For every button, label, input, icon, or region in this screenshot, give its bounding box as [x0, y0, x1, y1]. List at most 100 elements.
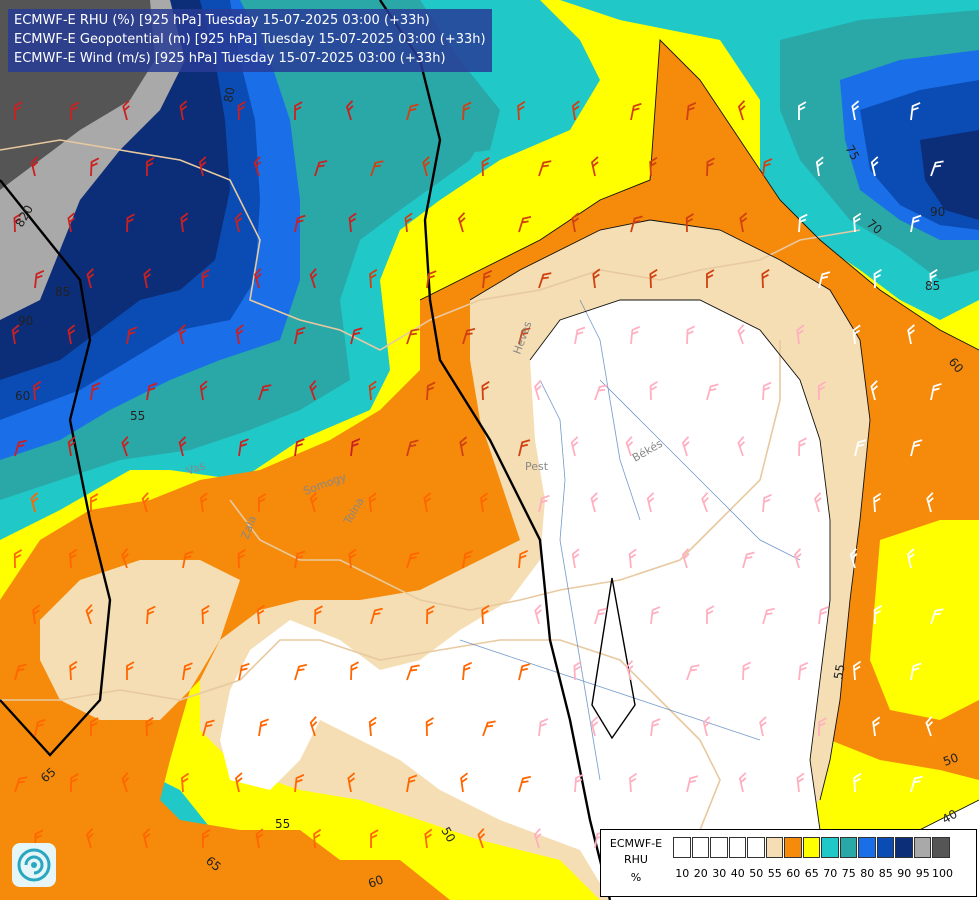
wind-barb — [762, 381, 772, 401]
wind-barb — [424, 828, 433, 849]
wind-barb — [481, 380, 490, 401]
legend-tick: 80 — [860, 867, 875, 880]
wind-barb — [121, 548, 129, 569]
contour-label: 75 — [842, 143, 862, 163]
wind-barb — [649, 268, 658, 289]
wind-barb — [907, 324, 915, 345]
contour-label: 85 — [925, 279, 940, 293]
wind-barb — [121, 436, 130, 457]
wind-barb — [348, 212, 357, 233]
wind-barb — [426, 381, 436, 401]
wind-barb — [571, 100, 580, 121]
wind-barb — [199, 492, 208, 513]
wind-barb — [67, 324, 76, 345]
wind-barb — [294, 550, 306, 569]
rhu-legend: ECMWF-E RHU % 10 20 30 40 50 55 60 65 70 75 80 85 90… — [600, 829, 977, 897]
wind-barb — [422, 156, 430, 177]
wind-barb — [538, 718, 549, 737]
wind-barb — [873, 605, 882, 625]
wind-barb — [13, 212, 22, 233]
legend-swatches — [673, 837, 951, 858]
wind-barb — [742, 551, 755, 569]
wind-barb — [594, 607, 607, 625]
wind-barb — [143, 268, 152, 289]
legend-tick: 20 — [693, 867, 708, 880]
wind-barb — [257, 493, 267, 513]
wind-barb — [702, 716, 711, 737]
wind-barb — [849, 548, 858, 569]
wind-barb — [14, 439, 27, 457]
wind-barb — [14, 776, 28, 793]
wind-barb — [818, 271, 831, 289]
wind-barb — [180, 772, 190, 793]
wind-barb — [853, 772, 862, 793]
wind-barb — [854, 439, 867, 457]
legend-swatch — [673, 837, 691, 858]
wind-barb — [629, 772, 638, 793]
wind-barb — [145, 157, 155, 177]
region-label: Vas — [185, 459, 208, 478]
contour-label: 85 — [55, 285, 70, 299]
wind-barb — [738, 772, 747, 793]
wind-barb — [518, 775, 531, 793]
wind-barb — [423, 492, 432, 513]
wind-barb — [681, 548, 690, 569]
region-label: Pest — [525, 460, 549, 473]
map-title-box: ECMWF-E RHU (%) [925 hPa] Tuesday 15-07-… — [8, 9, 492, 72]
wind-barb — [571, 212, 580, 233]
wind-barb — [126, 326, 138, 345]
wind-barb — [538, 160, 552, 177]
wind-barb — [462, 661, 473, 681]
wind-barb — [796, 324, 805, 345]
wind-barb — [69, 548, 78, 569]
border-lines — [0, 139, 861, 871]
wind-barb — [518, 439, 531, 457]
wind-barb — [314, 160, 328, 177]
wind-barb — [126, 213, 136, 233]
legend-unit: % — [630, 871, 642, 884]
wind-barb — [625, 660, 634, 681]
wind-barb — [818, 606, 829, 625]
legend-swatch — [932, 837, 950, 858]
wind-barb — [853, 660, 862, 681]
legend-tick: 75 — [841, 867, 856, 880]
wind-barb — [457, 212, 466, 233]
wind-barb — [309, 716, 318, 737]
rhu-contours — [419, 38, 979, 861]
wind-barb — [70, 101, 80, 121]
wind-barb — [570, 436, 579, 457]
legend-swatch — [747, 837, 765, 858]
legend-tick: 40 — [730, 867, 745, 880]
wind-barb — [873, 269, 882, 289]
contour-label: 60 — [366, 872, 385, 890]
wind-barb — [198, 156, 207, 177]
wind-barb — [179, 100, 188, 121]
wind-barb — [406, 551, 420, 569]
wind-barb — [294, 101, 303, 121]
wind-barb — [533, 828, 542, 849]
wind-barb — [870, 156, 879, 177]
wind-barb — [201, 269, 210, 289]
wind-barb — [30, 492, 39, 513]
wind-barb — [309, 268, 318, 289]
wind-barb — [686, 325, 696, 345]
wind-barb — [314, 605, 323, 625]
wind-barb — [538, 494, 550, 513]
wind-barb — [929, 268, 938, 289]
geopotential-lines — [0, 0, 612, 900]
contour-label: 80 — [221, 86, 237, 103]
wind-barb — [798, 437, 807, 457]
wind-barb — [706, 157, 716, 177]
legend-swatch — [913, 837, 931, 858]
wind-barb — [294, 214, 306, 233]
wind-barb — [737, 100, 746, 121]
legend-swatch — [765, 837, 783, 858]
wind-barb — [817, 381, 827, 401]
legend-tick: 85 — [878, 867, 893, 880]
wind-barb — [90, 382, 101, 401]
wind-barb — [425, 717, 435, 737]
wind-barb — [517, 100, 526, 121]
wind-barb — [482, 720, 496, 737]
wind-barb — [126, 661, 135, 681]
contour-label: 60 — [15, 389, 30, 403]
